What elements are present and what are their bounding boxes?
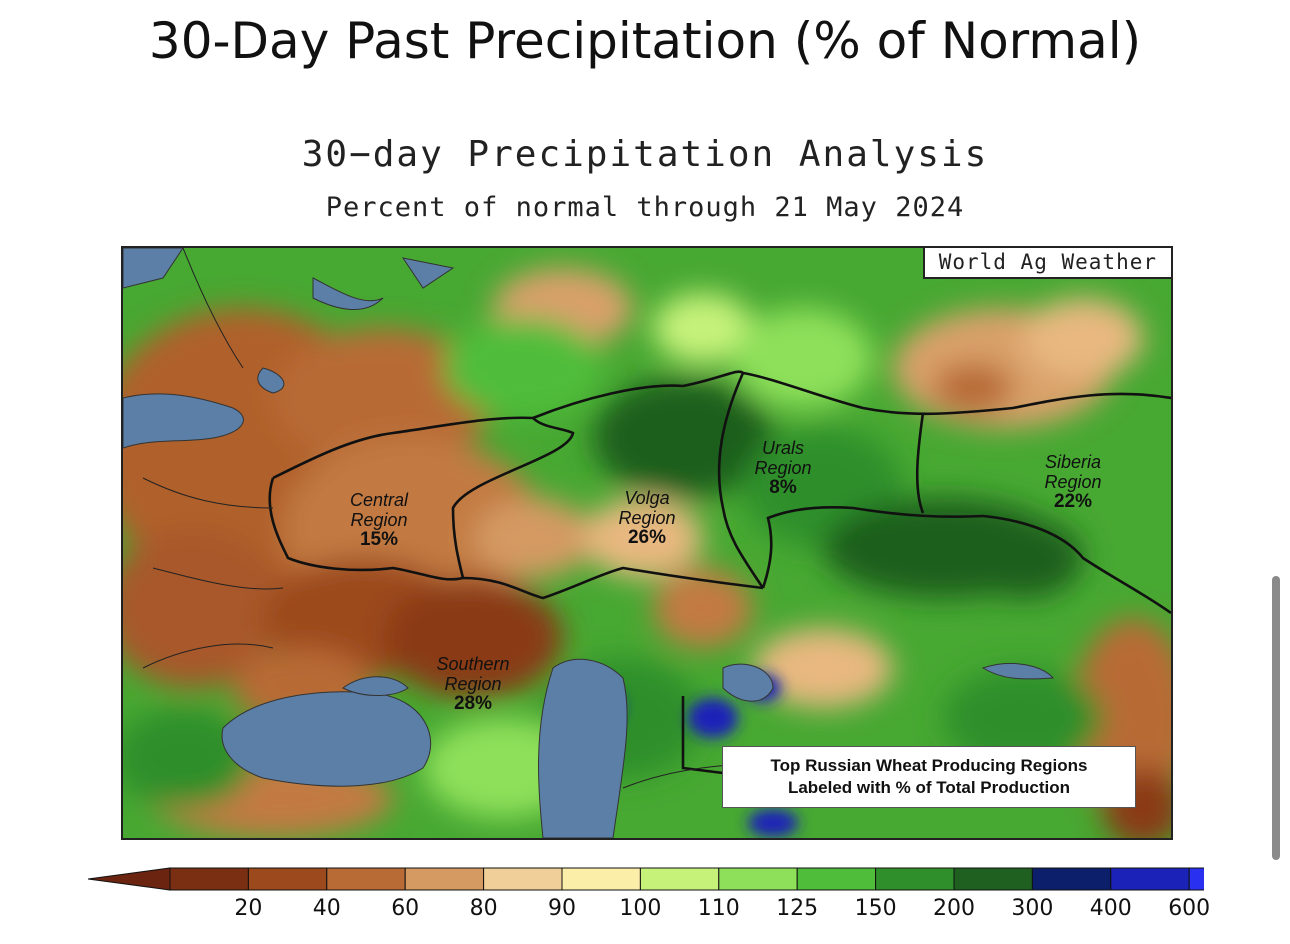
baltic-sea: [123, 393, 244, 449]
scale-tick-label: 400: [1089, 896, 1132, 921]
country-border-3: [142, 643, 274, 669]
region-name-line2: Region: [444, 674, 502, 694]
scale-tick-label: 80: [469, 896, 498, 921]
central-region-north-border: [272, 416, 534, 480]
precipitation-field: [123, 268, 1171, 838]
scale-tick-label: 150: [854, 896, 897, 921]
watermark-label: World Ag Weather: [922, 248, 1171, 279]
region-borders: [268, 370, 1171, 775]
scale-tick-label: 200: [933, 896, 975, 921]
color-scale-bar: [88, 867, 1204, 891]
volga-region-label: Volga Region 26%: [597, 488, 697, 548]
precipitation-map: World Ag Weather Central Region 15% Volg…: [121, 246, 1173, 840]
lake-ladoga: [312, 277, 384, 311]
region-percent: 22%: [1053, 491, 1093, 512]
scale-tick-label: 100: [619, 896, 662, 921]
caspian-sea: [538, 658, 628, 838]
page-title: 30-Day Past Precipitation (% of Normal): [148, 12, 1142, 70]
urals-siberia-north-border: [742, 371, 1171, 416]
region-name-line1: Southern: [436, 654, 510, 674]
scale-swatch: [1110, 867, 1190, 891]
region-percent: 8%: [769, 477, 797, 498]
scale-tick-label: 60: [391, 896, 420, 921]
siberia-region-label: Siberia Region 22%: [1023, 452, 1123, 512]
scale-tick-label: 125: [776, 896, 819, 921]
scale-tick-label: 20: [234, 896, 263, 921]
country-border-1: [142, 477, 274, 509]
scale-swatch: [169, 867, 249, 891]
kazakh-border: [681, 696, 724, 775]
scale-swatch: [561, 867, 641, 891]
urals-region-label: Urals Region 8%: [733, 438, 833, 498]
scale-swatch: [247, 867, 328, 891]
scale-tick-label: 600: [1168, 896, 1211, 921]
scale-tick-label: 110: [697, 896, 740, 921]
southern-region-label: Southern Region 28%: [418, 654, 528, 714]
region-name-line1: Volga: [624, 488, 670, 508]
aral-sea: [722, 663, 774, 702]
scale-swatch: [953, 867, 1033, 891]
volga-urals-border: [717, 372, 765, 589]
region-name-line2: Region: [350, 510, 408, 530]
scale-tick-label: 90: [548, 896, 576, 921]
country-border-4: [182, 248, 244, 369]
urals-region-south-border: [761, 506, 984, 589]
urals-siberia-border: [915, 412, 925, 514]
scale-swatch: [875, 867, 955, 891]
central-volga-border: [451, 417, 575, 579]
scale-swatch: [796, 867, 877, 891]
volga-region-south-border: [462, 566, 764, 600]
region-name-line1: Urals: [761, 438, 804, 458]
black-sea: [221, 691, 432, 787]
gulf-of-finland: [123, 248, 184, 289]
central-region-south-border: [268, 477, 464, 581]
region-name-line1: Siberia: [1044, 452, 1102, 472]
scale-swatch: [1031, 867, 1112, 891]
region-percent: 28%: [453, 693, 493, 714]
volga-region-north-border: [532, 370, 744, 420]
scale-swatch: [639, 867, 720, 891]
map-title: 30−day Precipitation Analysis: [301, 134, 989, 175]
region-name-line2: Region: [1044, 472, 1102, 492]
map-canvas: [123, 248, 1171, 838]
map-subtitle: Percent of normal through 21 May 2024: [325, 192, 965, 223]
scale-swatch: [483, 867, 563, 891]
scale-swatch: [1188, 867, 1204, 891]
lake-balkhash: [981, 662, 1055, 680]
lake-peipus: [257, 367, 285, 394]
region-percent: 15%: [359, 529, 399, 550]
region-name-line2: Region: [754, 458, 812, 478]
note-line1: Top Russian Wheat Producing Regions: [770, 756, 1088, 775]
scale-swatch: [718, 867, 798, 891]
region-name-line1: Central: [349, 490, 409, 510]
region-name-line2: Region: [618, 508, 676, 528]
white-sea-arm: [401, 257, 455, 289]
central-region-label: Central Region 15%: [329, 490, 429, 550]
page-scrollbar[interactable]: [1272, 576, 1280, 860]
scale-low-arrow: [88, 867, 171, 891]
wheat-regions-note: Top Russian Wheat Producing Regions Labe…: [722, 746, 1136, 808]
note-line2: Labeled with % of Total Production: [787, 778, 1071, 797]
scale-tick-label: 300: [1011, 896, 1054, 921]
country-border-2: [152, 567, 284, 590]
water-bodies: [123, 248, 1055, 838]
sea-of-azov: [342, 676, 409, 696]
siberia-region-south-border: [982, 514, 1171, 615]
region-percent: 26%: [627, 527, 667, 548]
scale-tick-label: 40: [312, 896, 341, 921]
scale-swatch: [404, 867, 485, 891]
scale-swatch: [326, 867, 406, 891]
